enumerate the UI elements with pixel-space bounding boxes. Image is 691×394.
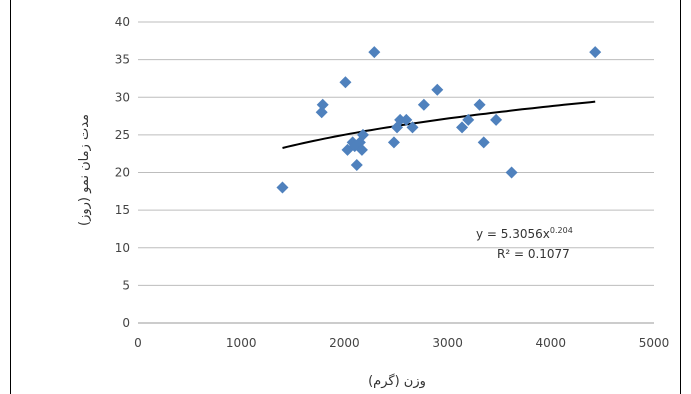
data-points [276, 46, 602, 194]
x-tick-label: 5000 [639, 336, 670, 350]
data-point [394, 113, 407, 126]
chart-frame: 0 5 10 15 20 25 30 35 40 0 1000 2000 3000 4000 5000 y… [10, 0, 681, 394]
x-tick-label: 0 [134, 336, 142, 350]
x-tick-label: 4000 [536, 336, 567, 350]
y-tick-label: 20 [115, 166, 130, 180]
y-tick-labels: 0 5 10 15 20 25 30 35 40 [115, 15, 130, 330]
data-point [350, 158, 363, 171]
data-point [490, 113, 503, 126]
x-tick-label: 3000 [432, 336, 463, 350]
data-point [589, 46, 602, 59]
y-axis-title: مدت زمان نمو (روز) [77, 114, 92, 226]
data-point [400, 113, 413, 126]
data-point [406, 121, 419, 134]
trendline-equation: y = 5.3056x0.204 [476, 226, 573, 241]
data-point [473, 98, 486, 111]
data-point [505, 166, 518, 179]
y-tick-label: 30 [115, 90, 130, 104]
x-tick-label: 1000 [226, 336, 257, 350]
data-point [387, 136, 400, 149]
x-tick-labels: 0 1000 2000 3000 4000 5000 [134, 336, 669, 350]
data-point [339, 76, 352, 89]
y-tick-label: 25 [115, 128, 130, 142]
data-point [431, 83, 444, 96]
gridlines [138, 21, 654, 324]
data-point [316, 98, 329, 111]
data-point [417, 98, 430, 111]
data-point [315, 106, 328, 119]
scatter-chart: 0 5 10 15 20 25 30 35 40 0 1000 2000 3000 4000 5000 y… [77, 15, 669, 389]
x-tick-label: 2000 [329, 336, 360, 350]
data-point [355, 143, 368, 156]
data-point [356, 128, 369, 141]
x-axis-title: وزن (گرم) [368, 373, 426, 389]
trendline-r-squared: R² = 0.1077 [497, 247, 570, 261]
trendline [282, 100, 596, 149]
data-point [456, 121, 469, 134]
data-point [368, 46, 381, 59]
y-tick-label: 5 [122, 278, 130, 292]
y-tick-label: 10 [115, 241, 130, 255]
y-tick-label: 35 [115, 53, 130, 67]
data-point [477, 136, 490, 149]
y-tick-label: 40 [115, 15, 130, 29]
data-point [462, 113, 475, 126]
y-tick-label: 0 [122, 316, 130, 330]
data-point [276, 181, 289, 194]
y-tick-label: 15 [115, 203, 130, 217]
